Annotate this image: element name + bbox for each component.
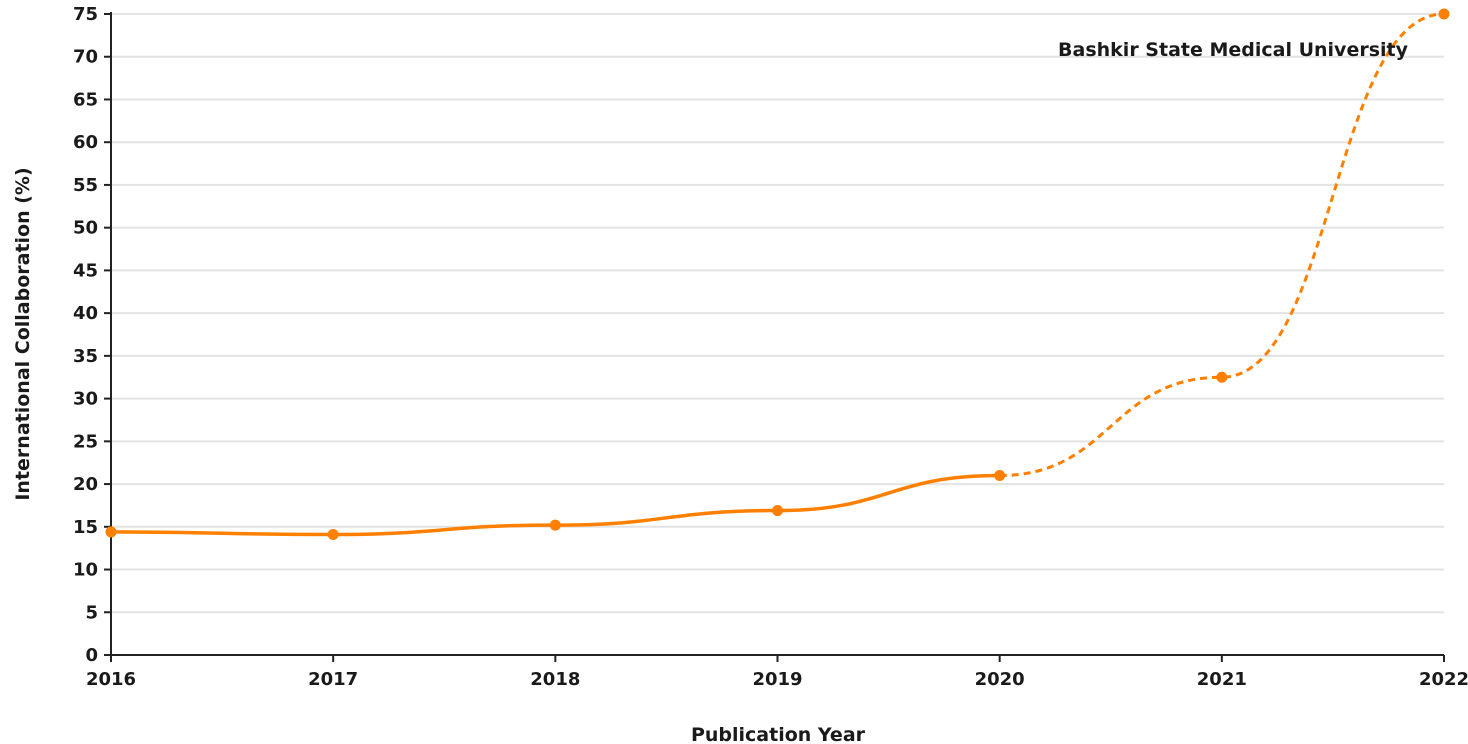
y-tick-label: 20: [73, 474, 98, 495]
x-axis-ticks: 2016 2017 2018 2019 2020 2021 2022: [86, 655, 1468, 690]
data-point[interactable]: [327, 528, 339, 540]
x-tick-label: 2018: [530, 669, 580, 690]
x-tick-label: 2021: [1197, 669, 1247, 690]
x-axis-title: Publication Year: [691, 724, 866, 744]
y-tick-label: 60: [73, 132, 98, 153]
y-tick-label: 30: [73, 389, 98, 410]
data-point[interactable]: [1438, 8, 1450, 20]
y-tick-label: 50: [73, 218, 98, 239]
data-point[interactable]: [549, 519, 561, 531]
x-tick-label: 2019: [752, 669, 802, 690]
series-line-dashed: [999, 12, 1445, 478]
data-point[interactable]: [994, 470, 1006, 482]
y-tick-label: 5: [85, 602, 98, 623]
y-tick-label: 75: [73, 4, 98, 25]
data-point[interactable]: [772, 505, 783, 517]
series-layer: [105, 8, 1450, 540]
y-tick-label: 0: [85, 645, 98, 666]
data-point[interactable]: [105, 526, 117, 538]
y-tick-label: 40: [73, 303, 98, 324]
x-tick-label: 2017: [308, 669, 358, 690]
y-tick-label: 10: [73, 560, 98, 581]
axes: [110, 12, 1444, 656]
series-label: Bashkir State Medical University: [1058, 39, 1409, 61]
y-tick-label: 55: [73, 175, 98, 196]
y-tick-label: 65: [73, 89, 98, 110]
y-tick-label: 70: [73, 47, 98, 68]
x-tick-label: 2016: [86, 669, 136, 690]
y-axis-ticks: 0 5 10 15 20 25 30 35 40 45 50 55 60 65 70 75: [73, 4, 111, 666]
x-tick-label: 2020: [975, 669, 1025, 690]
y-tick-label: 35: [73, 346, 98, 367]
grid-lines: [111, 13, 1444, 614]
y-tick-label: 25: [73, 431, 98, 452]
data-point[interactable]: [1216, 371, 1228, 383]
x-tick-label: 2022: [1419, 669, 1468, 690]
y-tick-label: 15: [73, 517, 98, 538]
y-axis-title: International Collaboration (%): [12, 167, 34, 500]
y-tick-label: 45: [73, 260, 98, 281]
